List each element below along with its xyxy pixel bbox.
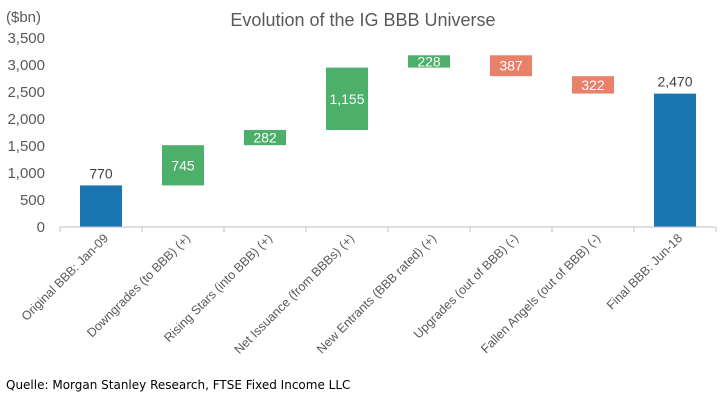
x-tick-label: Final BBB: Jun-18 <box>604 231 685 312</box>
y-tick-label: 3,000 <box>7 57 45 74</box>
bar-1 <box>80 185 122 227</box>
bar-3 <box>244 129 286 146</box>
y-tick-label: 3,500 <box>7 30 45 47</box>
y-tick-label: 500 <box>20 192 45 209</box>
y-axis-label: ($bn) <box>6 9 41 26</box>
y-tick-label: 1,000 <box>7 165 45 182</box>
bar-value-labels: 770 745 282 1,155 228 387 322 2,470 <box>89 53 692 181</box>
y-tick-label: 1,500 <box>7 138 45 155</box>
x-axis-ticks <box>59 227 717 232</box>
bar-2 <box>162 145 204 186</box>
bar-6 <box>490 55 532 77</box>
bar-value-label: 1,155 <box>329 91 364 107</box>
bar-value-label: 322 <box>581 77 605 93</box>
bar-value-label: 770 <box>89 165 113 181</box>
bar-value-label: 228 <box>417 53 441 69</box>
bars <box>80 55 696 228</box>
x-tick-label: Original BBB: Jan-09 <box>19 231 111 323</box>
y-tick-label: 2,000 <box>7 111 45 128</box>
bar-value-label: 282 <box>253 130 277 146</box>
bar-value-label: 2,470 <box>657 74 692 90</box>
y-tick-label: 2,500 <box>7 84 45 101</box>
bar-4 <box>326 67 368 130</box>
bar-5 <box>408 55 450 68</box>
bar-7 <box>572 76 614 94</box>
chart-title: Evolution of the IG BBB Universe <box>230 10 495 30</box>
source-note: Quelle: Morgan Stanley Research, FTSE Fi… <box>6 378 351 392</box>
bar-value-label: 387 <box>499 58 523 74</box>
waterfall-chart: Evolution of the IG BBB Universe ($bn) 0… <box>6 9 717 357</box>
y-axis-ticks: 0 500 1,000 1,500 2,000 2,500 3,000 3,500 <box>7 30 45 236</box>
y-tick-label: 0 <box>37 219 45 236</box>
bar-8 <box>654 93 696 228</box>
bar-value-label: 745 <box>171 157 195 173</box>
